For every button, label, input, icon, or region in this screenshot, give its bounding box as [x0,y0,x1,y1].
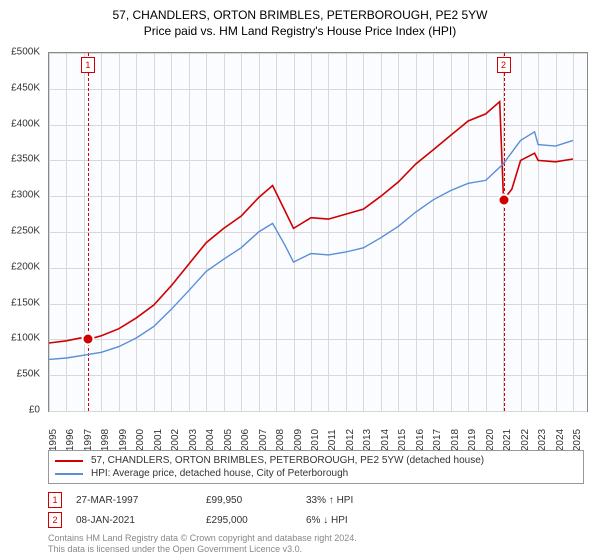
x-tick-label: 1998 [100,429,111,451]
transaction-marker: 1 [48,492,62,508]
x-tick-label: 2007 [258,429,269,451]
legend: 57, CHANDLERS, ORTON BRIMBLES, PETERBORO… [48,450,584,484]
y-tick-label: £50K [17,369,40,380]
legend-row: 57, CHANDLERS, ORTON BRIMBLES, PETERBORO… [55,454,577,467]
x-tick-label: 2021 [502,429,513,451]
transaction-info: 1 27-MAR-1997£99,95033% ↑ HPI 2 08-JAN-2021… [48,490,584,530]
x-tick-label: 2011 [327,429,338,451]
y-tick-label: £500K [11,47,40,58]
transaction-row: 2 08-JAN-2021£295,0006% ↓ HPI [48,510,584,530]
marker-box: 2 [497,57,511,73]
x-tick-label: 2017 [432,429,443,451]
y-tick-label: £450K [11,82,40,93]
x-tick-label: 2019 [467,429,478,451]
y-tick-label: £200K [11,261,40,272]
chart-container: 57, CHANDLERS, ORTON BRIMBLES, PETERBORO… [0,0,600,560]
transaction-date: 08-JAN-2021 [76,515,206,526]
x-tick-label: 2004 [205,429,216,451]
legend-label: HPI: Average price, detached house, City… [91,468,348,479]
x-tick-label: 1999 [118,429,129,451]
chart-title-sub: Price paid vs. HM Land Registry's House … [0,22,600,38]
y-tick-label: £250K [11,226,40,237]
transaction-pct: 6% ↓ HPI [306,515,348,526]
legend-row: HPI: Average price, detached house, City… [55,467,577,480]
transaction-marker: 2 [48,512,62,528]
x-tick-label: 2020 [485,429,496,451]
marker-dot [81,333,94,346]
x-tick-label: 1995 [48,429,59,451]
x-tick-label: 2016 [415,429,426,451]
transaction-date: 27-MAR-1997 [76,495,206,506]
x-tick-label: 2015 [397,429,408,451]
legend-label: 57, CHANDLERS, ORTON BRIMBLES, PETERBORO… [91,455,484,466]
y-axis: £0£50K£100K£150K£200K£250K£300K£350K£400… [0,52,44,410]
x-tick-label: 2022 [520,429,531,451]
transaction-price: £295,000 [206,515,306,526]
y-tick-label: £150K [11,297,40,308]
series-line-hpi [49,132,573,360]
x-tick-label: 2023 [537,429,548,451]
marker-box: 1 [81,57,95,73]
y-tick-label: £400K [11,118,40,129]
x-tick-label: 2024 [555,429,566,451]
x-axis: 1995199619971998199920002001200220032004… [48,412,586,446]
y-tick-label: £300K [11,190,40,201]
footnote-line2: This data is licensed under the Open Gov… [48,544,357,556]
x-tick-label: 2012 [345,429,356,451]
x-tick-label: 2025 [572,429,583,451]
x-tick-label: 2014 [380,429,391,451]
x-tick-label: 2009 [293,429,304,451]
x-tick-label: 2005 [223,429,234,451]
x-tick-label: 2008 [275,429,286,451]
x-tick-label: 2001 [153,429,164,451]
legend-swatch [55,460,83,462]
y-tick-label: £100K [11,333,40,344]
chart-title-main: 57, CHANDLERS, ORTON BRIMBLES, PETERBORO… [0,0,600,22]
x-tick-label: 1997 [83,429,94,451]
chart-lines-svg [49,53,587,411]
x-tick-label: 2003 [188,429,199,451]
legend-swatch [55,473,83,475]
marker-dot [497,193,510,206]
x-tick-label: 2002 [170,429,181,451]
x-tick-label: 2013 [362,429,373,451]
footnote: Contains HM Land Registry data © Crown c… [48,533,357,556]
x-tick-label: 2006 [240,429,251,451]
transaction-price: £99,950 [206,495,306,506]
transaction-row: 1 27-MAR-1997£99,95033% ↑ HPI [48,490,584,510]
series-line-property [49,102,573,343]
x-tick-label: 1996 [65,429,76,451]
y-tick-label: £350K [11,154,40,165]
footnote-line1: Contains HM Land Registry data © Crown c… [48,533,357,545]
transaction-pct: 33% ↑ HPI [306,495,353,506]
plot-area: 12 [48,52,588,412]
x-tick-label: 2018 [450,429,461,451]
x-tick-label: 2010 [310,429,321,451]
x-tick-label: 2000 [135,429,146,451]
y-tick-label: £0 [29,405,40,416]
